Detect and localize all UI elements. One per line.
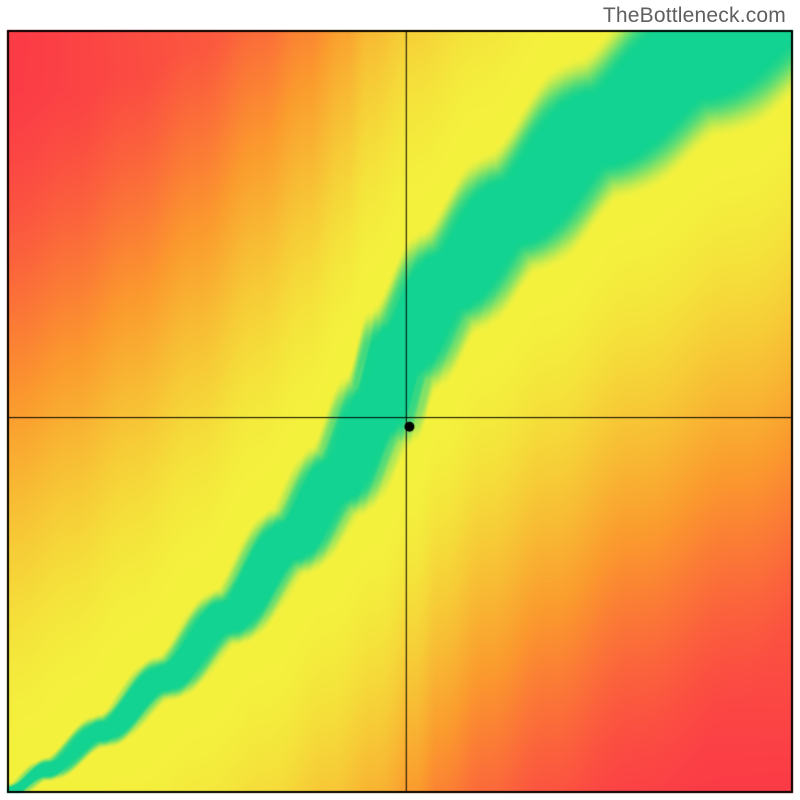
- chart-container: TheBottleneck.com: [0, 0, 800, 800]
- heatmap-canvas: [0, 0, 800, 800]
- watermark-text: TheBottleneck.com: [603, 4, 786, 28]
